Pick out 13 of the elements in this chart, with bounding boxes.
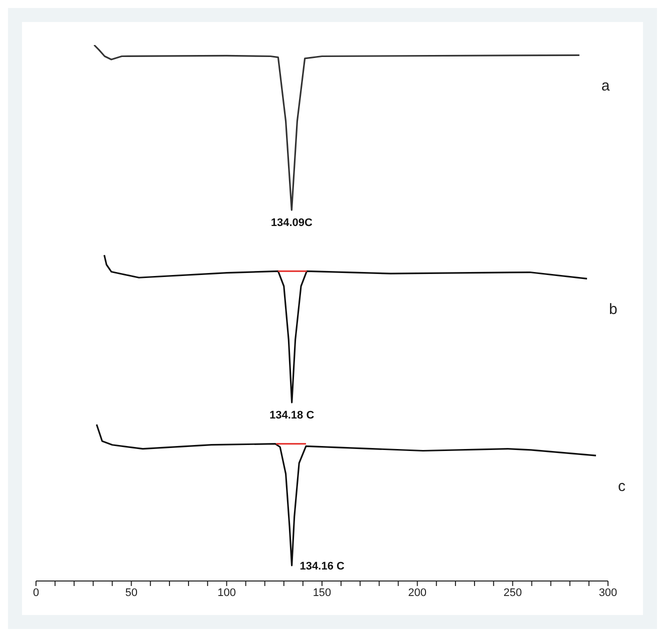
text: a xyxy=(601,78,610,95)
x-tick-label: 50 xyxy=(125,586,138,599)
x-tick-label: 150 xyxy=(312,586,332,599)
x-tick-label: 200 xyxy=(408,586,427,599)
x-tick-label: 250 xyxy=(503,586,522,599)
text: b xyxy=(609,301,618,318)
annotation: 134.16 C xyxy=(300,560,344,572)
annotation: 134.09C xyxy=(270,216,313,229)
x-tick-label: 0 xyxy=(32,586,40,599)
x-tick-label: 100 xyxy=(217,586,236,599)
annotation: 134.18 C xyxy=(270,409,314,422)
x-tick-label: 300 xyxy=(598,586,618,599)
text: c xyxy=(618,478,626,495)
